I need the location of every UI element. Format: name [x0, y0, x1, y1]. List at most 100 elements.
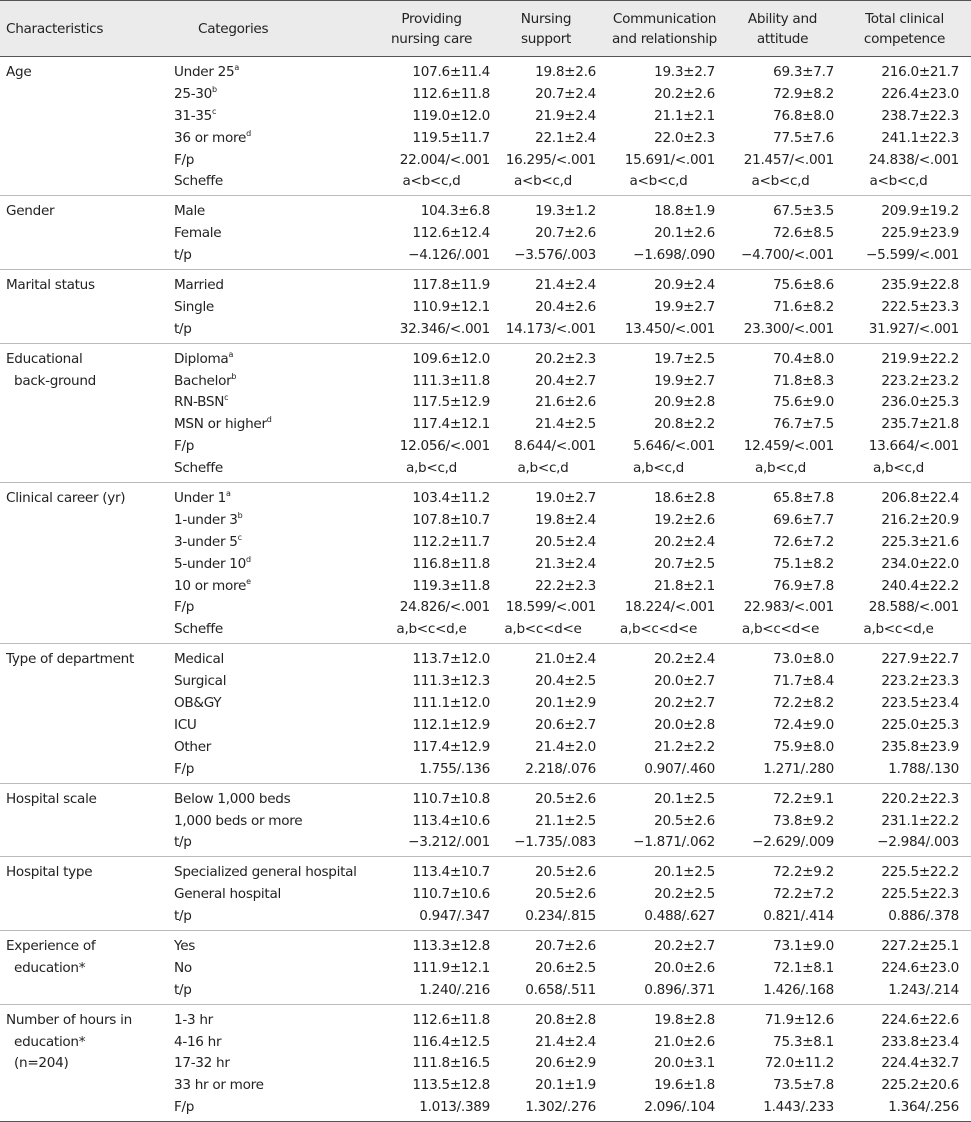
value-text: 112.6±12.4 [412, 225, 490, 242]
value-text: 72.1±8.1 [773, 959, 834, 976]
value-text: 223.2±23.3 [881, 673, 959, 690]
value-cell: 20.5±2.6 21.1±2.5 −1.735/.083 [490, 783, 602, 858]
value-text: 227.2±25.1 [881, 937, 959, 954]
value-text: 225.3±21.6 [881, 533, 959, 550]
value-text: 0.488/.627 [644, 908, 715, 925]
value-text: 20.6±2.7 [535, 716, 596, 733]
header-line: nursing care [390, 30, 473, 47]
value-text: 18.599/<.001 [505, 599, 597, 616]
category-text: Single [174, 298, 214, 315]
value-text: 236.0±25.3 [881, 394, 959, 411]
value-text: 23.300/<.001 [743, 320, 835, 337]
value-text: 22.004/<.001 [399, 151, 491, 168]
table-row-group: Number of hours in education* (n=204) 1-3 h… [0, 1004, 971, 1122]
category-text: 33 hr or more [174, 1077, 264, 1094]
category-label: 31-35c [174, 106, 373, 128]
table-row-group: Hospital type Specialized general hospita… [0, 856, 971, 931]
value-text: 109.6±12.0 [412, 350, 490, 367]
category-text: 25-30 [174, 85, 213, 102]
value-text: 22.0±2.3 [654, 129, 715, 146]
value-text: 20.5±2.6 [654, 812, 715, 829]
category-text: Scheffe [174, 173, 223, 190]
value-text: 117.8±11.9 [412, 277, 490, 294]
value-text: 116.4±12.5 [412, 1033, 490, 1050]
categories-cell: Diplomaa Bachelorb RN-BSNc MSN or higherd F/… [168, 343, 373, 484]
value-text: 113.5±12.8 [412, 1077, 490, 1094]
value-text: 20.0±2.7 [654, 673, 715, 690]
value-cell: 71.9±12.6 75.3±8.1 72.0±11.2 73.5±7.8 1.443/… [727, 1004, 838, 1122]
categories-cell: Male Female t/p [168, 195, 373, 271]
value-cell: 216.0±21.7 226.4±23.0 238.7±22.3 241.1±22.3… [838, 56, 971, 197]
category-text: Medical [174, 651, 224, 668]
value-text: 20.7±2.4 [535, 85, 596, 102]
category-text: 31-35 [174, 107, 213, 124]
category-text: 5-under 10 [174, 555, 246, 572]
value-text: −2.984/.003 [877, 834, 959, 851]
value-text: 20.1±1.9 [535, 1077, 596, 1094]
value-text: 0.658/.511 [525, 981, 596, 998]
value-text: 116.8±11.8 [412, 555, 490, 572]
value-text: −1.698/.090 [633, 247, 715, 264]
value-text: 20.5±2.6 [535, 864, 596, 881]
value-text: 18.224/<.001 [624, 599, 716, 616]
value-text: 20.4±2.5 [535, 673, 596, 690]
value-text: 73.5±7.8 [773, 1077, 834, 1094]
value-text: 19.7±2.5 [654, 350, 715, 367]
header-ability-attitude: Ability and attitude [727, 0, 838, 57]
value-cell: 20.2±2.7 20.0±2.6 0.896/.371 [602, 930, 727, 1005]
category-label: Male [174, 201, 373, 223]
value-text: 21.0±2.4 [535, 651, 596, 668]
value-text: 20.2±2.7 [654, 695, 715, 712]
category-text: MSN or higher [174, 416, 267, 433]
value-text: 0.896/.371 [644, 981, 715, 998]
value-text: 235.9±22.8 [881, 277, 959, 294]
value-text: 1.364/.256 [888, 1099, 959, 1116]
category-label: t/p [174, 980, 373, 1002]
header-line: and relationship [612, 30, 717, 47]
table-body: Age Under 25a 25-30b 31-35c 36 or mored F/p Sc… [0, 56, 971, 1122]
category-label: F/p [174, 1097, 373, 1119]
value-text: 19.9±2.7 [654, 298, 715, 315]
table-row-group: Type of department Medical Surgical OB&GY IC… [0, 643, 971, 784]
value-text: 20.2±2.3 [535, 350, 596, 367]
category-label: Yes [174, 936, 373, 958]
value-text: 2.096/.104 [644, 1099, 715, 1116]
value-text: 22.2±2.3 [535, 577, 596, 594]
value-text: 72.6±8.5 [773, 225, 834, 242]
value-cell: 20.2±2.3 20.4±2.7 21.6±2.6 21.4±2.5 8.644/<.… [490, 343, 602, 484]
value-text: 20.5±2.6 [535, 886, 596, 903]
value-text: 119.3±11.8 [412, 577, 490, 594]
table-row-group: Educational back-ground Diplomaa Bachelorb R… [0, 343, 971, 484]
category-label: General hospital [174, 884, 373, 906]
value-cell: 209.9±19.2 225.9±23.9 −5.599/<.001 [838, 195, 971, 271]
category-text: 36 or more [174, 129, 247, 146]
value-text: 75.1±8.2 [773, 555, 834, 572]
category-text: Married [174, 277, 224, 294]
value-cell: 227.2±25.1 224.6±23.0 1.243/.214 [838, 930, 971, 1005]
value-text: 113.7±12.0 [412, 651, 490, 668]
value-text: 20.0±3.1 [654, 1055, 715, 1072]
characteristic-cell: Gender [0, 195, 168, 271]
value-cell: 113.4±10.7 110.7±10.6 0.947/.347 [373, 856, 490, 931]
value-text: 12.056/<.001 [399, 438, 491, 455]
value-text: 20.5±2.4 [535, 533, 596, 550]
header-row: Characteristics Categories Providing nurs… [0, 0, 971, 57]
value-cell: 109.6±12.0 111.3±11.8 117.5±12.9 117.4±12.1… [373, 343, 491, 484]
value-text: 71.6±8.2 [773, 298, 834, 315]
value-text: 111.8±16.5 [412, 1055, 490, 1072]
characteristic-label: Educational [6, 350, 83, 367]
value-text: 235.7±21.8 [881, 416, 959, 433]
value-text: 0.886/.378 [888, 908, 959, 925]
category-text: t/p [174, 834, 192, 851]
value-text: 19.8±2.6 [535, 64, 596, 80]
value-text: 76.7±7.5 [773, 416, 834, 433]
category-label: t/p [174, 906, 373, 928]
category-text: t/p [174, 247, 192, 264]
value-text: 107.6±11.4 [412, 64, 490, 80]
value-text: 233.8±23.4 [881, 1033, 959, 1050]
value-cell: 19.8±2.8 21.0±2.6 20.0±3.1 19.6±1.8 2.096/.1… [602, 1004, 727, 1122]
category-text: t/p [174, 981, 192, 998]
value-text: 5.646/<.001 [633, 438, 715, 455]
value-text: a<b<c,d [513, 173, 573, 190]
